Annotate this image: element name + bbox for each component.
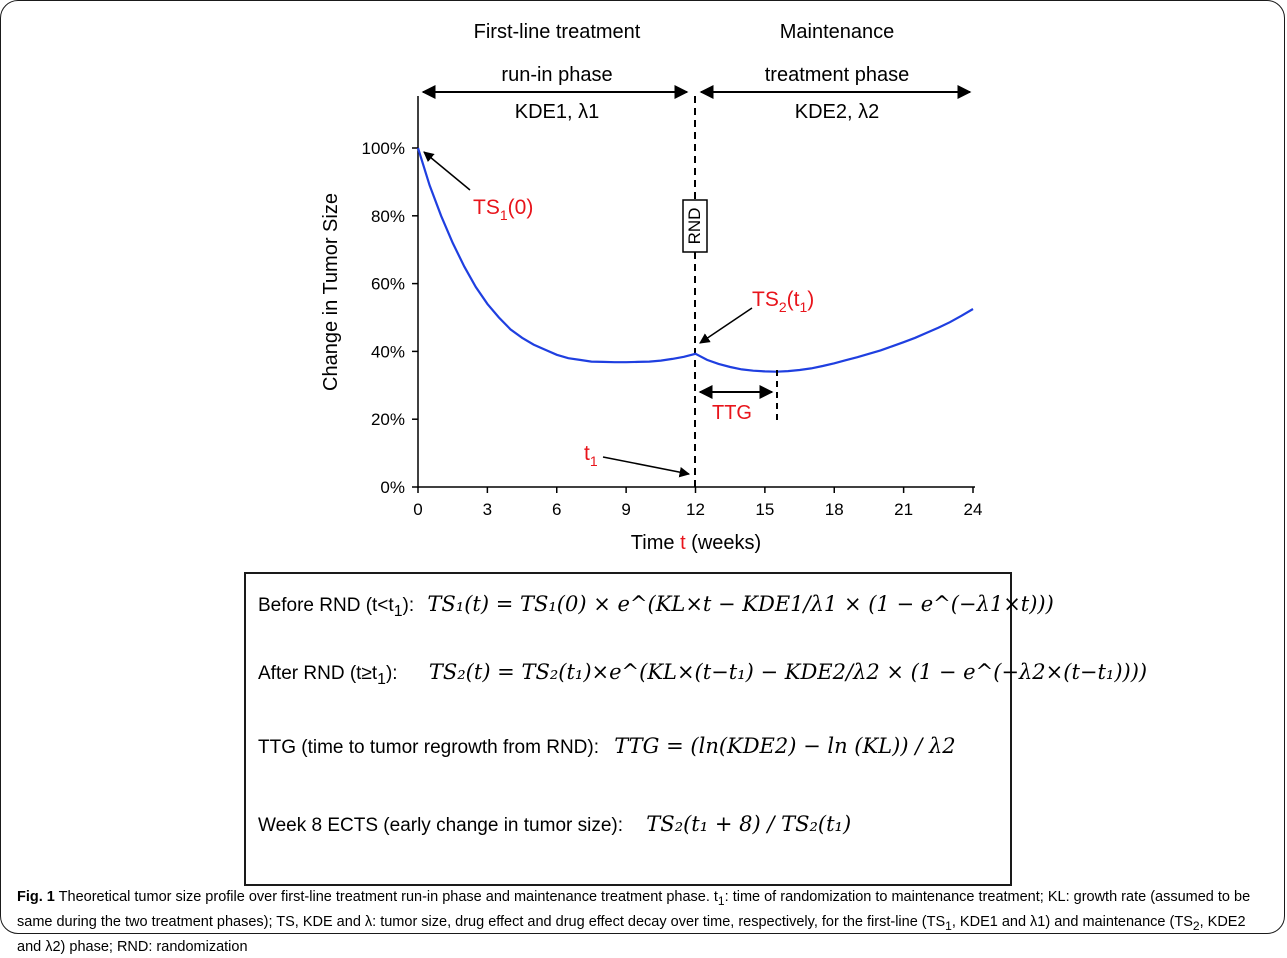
ttg-label: TTG <box>712 402 752 424</box>
phase2-params: KDE2, λ2 <box>795 101 879 123</box>
ts1-label: TS1(0) <box>473 196 533 223</box>
x-tick-group: 0 3 6 9 12 15 18 21 24 <box>413 487 982 519</box>
x-tick-label: 12 <box>686 500 705 519</box>
formula-ttg-equation: TTG = (ln(KDE2) − ln (KL)) / λ2 <box>614 734 956 758</box>
x-tick-label: 18 <box>825 500 844 519</box>
caption-figure-label: Fig. 1 <box>17 889 55 905</box>
y-tick-label: 40% <box>371 342 405 361</box>
formula-after-row: After RND (t≥t1): TS₂(t) = TS₂(t₁)×e^(KL… <box>258 660 1147 689</box>
x-tick-label: 6 <box>552 500 561 519</box>
x-tick-label: 0 <box>413 500 422 519</box>
figure-frame <box>0 0 1285 934</box>
formula-ects-label: Week 8 ECTS (early change in tumor size)… <box>258 815 624 836</box>
x-tick-label: 21 <box>894 500 913 519</box>
ts2-label: TS2(t1) <box>752 288 814 315</box>
phase2-title-line1: Maintenance <box>780 21 895 43</box>
y-tick-label: 20% <box>371 410 405 429</box>
formula-before-equation: TS₁(t) = TS₁(0) × e^(KL×t − KDE1/λ1 × (1… <box>427 592 1054 616</box>
formula-ects-equation: TS₂(t₁ + 8) / TS₂(t₁) <box>646 812 852 836</box>
figure-caption: Fig. 1 Theoretical tumor size profile ov… <box>17 889 1251 955</box>
y-tick-group: 0% 20% 40% 60% 80% 100% <box>362 139 418 497</box>
formula-after-label: After RND (t≥t1): <box>258 663 398 688</box>
rnd-box <box>682 199 708 253</box>
y-tick-label: 100% <box>362 139 405 158</box>
y-tick-label: 80% <box>371 207 405 226</box>
formula-ttg-label: TTG (time to tumor regrowth from RND): <box>258 737 599 758</box>
formula-after-equation: TS₂(t) = TS₂(t₁)×e^(KL×(t−t₁) − KDE2/λ2 … <box>428 660 1148 684</box>
x-tick-label: 9 <box>621 500 630 519</box>
formula-ttg-row: TTG (time to tumor regrowth from RND): T… <box>258 734 956 759</box>
tumor-size-chart: First-line treatment run-in phase KDE1, … <box>320 21 982 554</box>
ts1-arrow <box>423 151 471 191</box>
t1-arrow <box>602 456 691 478</box>
x-tick-label: 3 <box>483 500 492 519</box>
formula-ects-row: Week 8 ECTS (early change in tumor size)… <box>258 812 851 837</box>
phase1-title-line2: run-in phase <box>501 64 612 86</box>
phase1-params: KDE1, λ1 <box>515 101 599 123</box>
tumor-size-curve <box>416 147 974 373</box>
x-tick-label: 24 <box>964 500 983 519</box>
formula-before-row: Before RND (t<t1): TS₁(t) = TS₁(0) × e^(… <box>258 592 1054 621</box>
phase2-title-line2: treatment phase <box>765 64 910 86</box>
y-tick-label: 0% <box>380 478 405 497</box>
y-tick-label: 60% <box>371 275 405 294</box>
y-axis-title: Change in Tumor Size <box>320 193 342 391</box>
x-axis-title: Time t (weeks) <box>631 532 761 554</box>
x-tick-label: 15 <box>755 500 774 519</box>
t1-label: t1 <box>584 442 598 469</box>
formula-before-label: Before RND (t<t1): <box>258 595 415 620</box>
rnd-box-label: RND <box>685 208 704 245</box>
ts2-arrow <box>699 307 753 344</box>
phase1-title-line1: First-line treatment <box>474 21 641 43</box>
formula-box: Before RND (t<t1): TS₁(t) = TS₁(0) × e^(… <box>244 572 1147 886</box>
